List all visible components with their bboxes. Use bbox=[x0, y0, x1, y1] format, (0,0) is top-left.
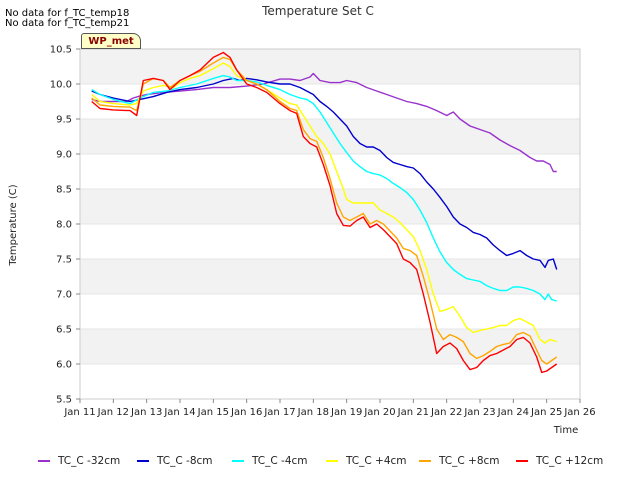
series-layer bbox=[91, 51, 558, 374]
legend-item: TC_C +8cm bbox=[419, 452, 500, 470]
axes: 5.5 6.0 6.5 7.0 7.5 8.0 8.5 9.0 9.5 10.0 10.5 Jan 1… bbox=[50, 45, 596, 419]
x-tick-label: Jan 12 bbox=[97, 407, 129, 418]
y-tick-label: 7.0 bbox=[56, 290, 72, 301]
legend-swatch bbox=[38, 460, 50, 462]
legend-item: TC_C -8cm bbox=[137, 452, 213, 470]
legend-item: TC_C -4cm bbox=[232, 452, 308, 470]
series-line-3 bbox=[91, 62, 557, 344]
x-axis-title: Time bbox=[553, 425, 578, 436]
series-line-5 bbox=[91, 51, 558, 374]
y-tick-label: 9.5 bbox=[56, 115, 72, 126]
grid-band bbox=[80, 119, 580, 154]
x-tick-label: Jan 18 bbox=[297, 407, 329, 418]
y-tick-label: 5.5 bbox=[56, 395, 72, 406]
legend-label: TC_C +8cm bbox=[439, 455, 500, 467]
legend: TC_C -32cm TC_C -8cm TC_C -4cm TC_C +4cm TC_… bbox=[0, 452, 640, 470]
x-tick-label: Jan 11 bbox=[63, 407, 95, 418]
series-line-2 bbox=[91, 74, 557, 302]
legend-item: TC_C +4cm bbox=[326, 452, 407, 470]
x-tick-label: Jan 20 bbox=[363, 407, 395, 418]
y-tick-label: 9.0 bbox=[56, 150, 72, 161]
x-tick-label: Jan 19 bbox=[330, 407, 362, 418]
grid-band bbox=[80, 189, 580, 224]
y-tick-label: 8.5 bbox=[56, 185, 72, 196]
y-tick-label: 6.0 bbox=[56, 360, 72, 371]
grid-band bbox=[80, 259, 580, 294]
grid-bands bbox=[80, 48, 580, 400]
y-tick-label: 6.5 bbox=[56, 325, 72, 336]
legend-swatch bbox=[516, 460, 528, 462]
x-tick-label: Jan 23 bbox=[463, 407, 495, 418]
x-tick-label: Jan 17 bbox=[263, 407, 295, 418]
y-axis-title: Temperature (C) bbox=[8, 184, 19, 266]
x-tick-label: Jan 14 bbox=[163, 407, 195, 418]
x-tick-label: Jan 26 bbox=[563, 407, 595, 418]
legend-swatch bbox=[232, 460, 244, 462]
legend-item: TC_C -32cm bbox=[38, 452, 120, 470]
no-data-note: No data for f_TC_temp18 bbox=[5, 8, 130, 19]
legend-label: TC_C -8cm bbox=[157, 455, 213, 467]
x-tick-label: Jan 16 bbox=[230, 407, 262, 418]
legend-label: TC_C -32cm bbox=[58, 455, 121, 467]
site-badge: WP_met bbox=[81, 33, 141, 49]
legend-swatch bbox=[419, 460, 431, 462]
x-tick-label: Jan 24 bbox=[497, 407, 529, 418]
legend-label: TC_C +12cm bbox=[536, 455, 604, 467]
legend-swatch bbox=[137, 460, 149, 462]
grid-band bbox=[80, 49, 580, 84]
y-tick-label: 8.0 bbox=[56, 220, 72, 231]
x-tick-label: Jan 15 bbox=[197, 407, 229, 418]
x-tick-label: Jan 22 bbox=[430, 407, 462, 418]
y-tick-label: 10.5 bbox=[50, 45, 72, 56]
legend-item: TC_C +12cm bbox=[516, 452, 603, 470]
legend-label: TC_C +4cm bbox=[346, 455, 407, 467]
y-tick-label: 7.5 bbox=[56, 255, 72, 266]
legend-label: TC_C -4cm bbox=[252, 455, 308, 467]
x-tick-label: Jan 25 bbox=[530, 407, 562, 418]
chart-title: Temperature Set C bbox=[261, 4, 374, 18]
y-tick-label: 10.0 bbox=[50, 80, 72, 91]
grid-band bbox=[80, 329, 580, 364]
x-tick-label: Jan 13 bbox=[130, 407, 162, 418]
legend-swatch bbox=[326, 460, 338, 462]
no-data-note: No data for f_TC_temp21 bbox=[5, 18, 130, 29]
x-tick-label: Jan 21 bbox=[397, 407, 429, 418]
series-line-1 bbox=[91, 77, 558, 270]
